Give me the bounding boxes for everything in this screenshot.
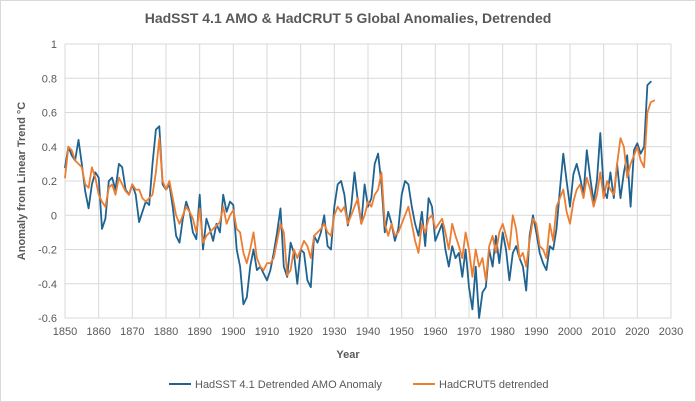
y-tick-label: 0.4: [42, 142, 57, 154]
y-tick-label: -0.2: [38, 245, 57, 257]
y-tick-label: -0.6: [38, 313, 57, 325]
x-tick-label: 1940: [356, 326, 380, 338]
x-tick-label: 1880: [154, 326, 178, 338]
y-tick-label: 0.2: [42, 176, 57, 188]
x-tick-label: 2020: [625, 326, 649, 338]
x-tick-label: 1960: [423, 326, 447, 338]
x-tick-label: 1890: [187, 326, 211, 338]
x-tick-labels: 1850 1860 1870 1880 1890 1900 1910 1920 1930 1940…: [53, 326, 683, 338]
x-tick-label: 1910: [255, 326, 279, 338]
x-tick-label: 1980: [490, 326, 514, 338]
x-tick-label: 1900: [221, 326, 245, 338]
gridlines: [64, 43, 672, 319]
x-tick-label: 1930: [322, 326, 346, 338]
legend-label-amo: HadSST 4.1 Detrended AMO Anomaly: [195, 379, 382, 391]
x-tick-label: 2010: [591, 326, 615, 338]
y-tick-labels: -0.6 -0.4 -0.2 0 0.2 0.4 0.6 0.8 1: [38, 39, 57, 325]
y-tick-label: 0.8: [42, 73, 57, 85]
x-tick-label: 1870: [120, 326, 144, 338]
x-tick-label: 1920: [288, 326, 312, 338]
series-line-hadcrut: [64, 99, 656, 282]
x-tick-label: 1860: [86, 326, 110, 338]
series-lines: [64, 80, 656, 319]
x-tick-label: 1970: [457, 326, 481, 338]
y-axis-title: Anomaly from Linear Trend °C: [16, 102, 28, 260]
chart-title: HadSST 4.1 AMO & HadCRUT 5 Global Anomal…: [145, 10, 552, 26]
x-tick-label: 1950: [389, 326, 413, 338]
y-tick-label: 1: [51, 39, 57, 51]
x-tick-label: 1990: [524, 326, 548, 338]
y-tick-label: -0.4: [38, 279, 57, 291]
x-tick-label: 2000: [558, 326, 582, 338]
x-tick-label: 1850: [53, 326, 77, 338]
y-tick-label: 0: [51, 210, 57, 222]
legend-label-hadcrut: HadCRUT5 detrended: [439, 379, 548, 391]
x-tick-label: 2030: [659, 326, 683, 338]
y-tick-label: 0.6: [42, 108, 57, 120]
x-axis-title: Year: [336, 349, 360, 361]
legend: HadSST 4.1 Detrended AMO Anomaly HadCRUT…: [169, 379, 548, 391]
